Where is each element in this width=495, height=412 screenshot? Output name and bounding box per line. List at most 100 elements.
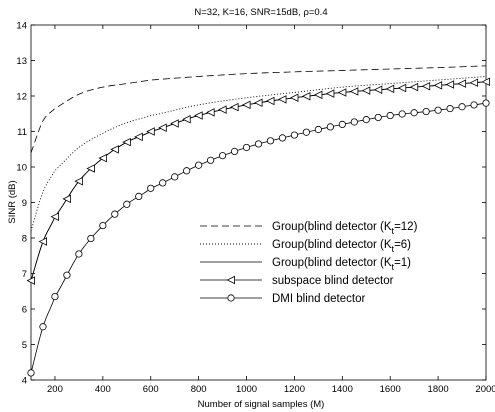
circle-marker — [326, 123, 334, 131]
circle-marker — [266, 137, 275, 145]
y-tick-label: 5 — [22, 340, 27, 351]
legend-label-main: Group(blind detector (K — [272, 239, 392, 251]
triangle-marker — [226, 275, 236, 285]
circle-marker — [446, 104, 454, 113]
circle-marker — [39, 323, 47, 331]
triangle-marker — [146, 127, 155, 136]
triangle-marker — [26, 276, 35, 285]
triangle-marker — [409, 82, 419, 92]
y-tick-label: 11 — [17, 127, 27, 138]
y-tick-label: 10 — [16, 163, 27, 174]
x-tick-label: 1200 — [284, 384, 305, 395]
circle-marker — [254, 140, 263, 148]
triangle-marker — [445, 80, 455, 89]
y-tick-label: 12 — [16, 92, 27, 103]
legend-label-subscript: t — [392, 262, 395, 272]
legend-label-main: subspace blind detector — [272, 275, 394, 287]
legend-entry-3: Group(blind detector (Kt=1) — [200, 257, 411, 272]
triangle-marker — [457, 79, 467, 88]
series-line-4 — [30, 81, 487, 281]
triangle-marker — [134, 132, 143, 142]
y-tick-label: 8 — [22, 234, 27, 245]
triangle-marker — [158, 123, 167, 133]
triangle-marker — [62, 194, 71, 204]
triangle-marker — [98, 153, 107, 163]
series-markers-5 — [27, 99, 490, 377]
circle-marker — [63, 271, 71, 279]
circle-marker — [338, 120, 346, 129]
y-tick-label: 13 — [16, 56, 27, 67]
circle-marker — [290, 131, 299, 139]
triangle-marker — [373, 85, 383, 94]
triangle-marker — [242, 100, 251, 110]
circle-marker — [302, 128, 310, 136]
x-tick-label: 1800 — [428, 384, 449, 395]
triangle-marker — [122, 137, 131, 147]
circle-marker — [159, 179, 167, 187]
legend-label-subscript: t — [392, 226, 395, 236]
triangle-marker — [206, 108, 215, 117]
legend-label: Group(blind detector (Kt=1) — [272, 257, 411, 272]
triangle-marker — [38, 237, 47, 246]
legend-label-subscript: t — [392, 244, 395, 254]
legend-label: subspace blind detector — [272, 275, 394, 287]
legend-label-suffix: =12) — [394, 221, 418, 233]
triangle-marker — [182, 115, 191, 124]
triangle-marker — [469, 78, 479, 87]
triangle-marker — [254, 98, 263, 108]
circle-marker — [362, 116, 370, 124]
x-axis-label: Number of signal samples (M) — [198, 399, 325, 410]
circle-marker — [183, 167, 191, 175]
circle-marker — [75, 250, 83, 258]
triangle-marker — [397, 83, 407, 93]
circle-marker — [230, 147, 239, 156]
circle-marker — [99, 221, 107, 230]
circle-marker — [87, 234, 95, 243]
y-tick-label: 7 — [22, 269, 27, 280]
circle-marker — [123, 200, 131, 208]
x-tick-label: 1600 — [380, 384, 401, 395]
circle-marker — [218, 152, 227, 160]
circle-marker — [386, 111, 394, 120]
triangle-marker — [218, 105, 227, 114]
circle-marker — [242, 143, 251, 152]
y-axis-label: SINR (dB) — [7, 180, 18, 223]
circle-marker — [171, 173, 179, 181]
triangle-marker — [194, 111, 203, 120]
circle-marker — [278, 134, 287, 142]
series-line-3 — [30, 81, 487, 281]
y-tick-label: 4 — [22, 376, 27, 387]
y-tick-label: 14 — [16, 21, 27, 32]
y-tick-label: 9 — [22, 198, 27, 209]
triangle-marker — [313, 90, 323, 100]
triangle-marker — [74, 176, 83, 186]
circle-marker — [227, 294, 235, 302]
circle-marker — [135, 192, 143, 200]
circle-marker — [27, 369, 35, 377]
legend-entry-1: Group(blind detector (Kt=12) — [200, 221, 418, 236]
x-tick-label: 1400 — [332, 384, 353, 395]
series-line-1 — [30, 65, 487, 153]
triangle-marker — [277, 95, 287, 104]
plot-area: 200 400 600 800 1000 1200 1400 1600 1800 2000 4 5 6 7… — [16, 21, 495, 396]
triangle-marker — [86, 164, 95, 173]
legend-label-suffix: =6) — [394, 239, 411, 251]
series-line-2 — [30, 76, 487, 232]
legend: Group(blind detector (Kt=12)Group(blind … — [200, 221, 418, 305]
circle-marker — [350, 118, 358, 126]
chart-title: N=32, K=16, SNR=15dB, ρ=0.4 — [194, 7, 327, 18]
x-tick-label: 1000 — [236, 384, 257, 395]
triangle-marker — [301, 92, 311, 101]
triangle-marker — [481, 77, 491, 87]
circle-marker — [482, 99, 490, 107]
legend-entry-5: DMI blind detector — [200, 293, 365, 305]
x-tick-label: 200 — [47, 384, 63, 395]
triangle-marker — [337, 88, 347, 97]
triangle-marker — [110, 145, 119, 154]
x-tick-label: 600 — [143, 384, 159, 395]
triangle-marker — [361, 86, 371, 95]
legend-entry-4: subspace blind detector — [200, 275, 394, 287]
series-markers-4 — [26, 77, 491, 285]
legend-label-main: DMI blind detector — [272, 293, 365, 305]
